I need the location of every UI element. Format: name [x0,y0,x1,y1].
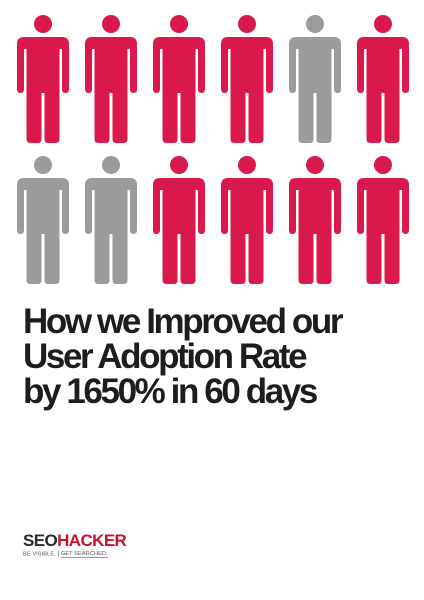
person-icon [357,15,409,143]
person-icon [221,156,273,284]
person-icon [85,156,137,284]
person-icon [289,15,341,143]
logo-tagline-divider [57,551,59,557]
person-icon [357,156,409,284]
logo-tagline: BE VISIBLE. GET SEARCHED. [23,551,143,559]
headline: How we Improved our User Adoption Rate b… [23,304,413,409]
person-icon [153,156,205,284]
logo-wordmark: SEOHACKER [23,532,143,549]
person-icon [289,156,341,284]
person-icon [153,15,205,143]
logo-tagline-right: GET SEARCHED. [60,551,108,559]
headline-line-2: User Adoption Rate [23,337,308,376]
person-icon [221,15,273,143]
people-pictogram-grid [17,15,409,290]
logo-wordmark-seo: SEO [23,531,58,550]
headline-line-3: by 1650% in 60 days [23,372,318,411]
headline-line-1: How we Improved our [23,302,343,341]
seohacker-logo: SEOHACKER BE VISIBLE. GET SEARCHED. [23,532,143,562]
person-icon [17,15,69,143]
logo-wordmark-hacker: HACKER [57,531,127,550]
person-icon [17,156,69,284]
logo-tagline-left: BE VISIBLE. [23,551,56,558]
person-icon [85,15,137,143]
